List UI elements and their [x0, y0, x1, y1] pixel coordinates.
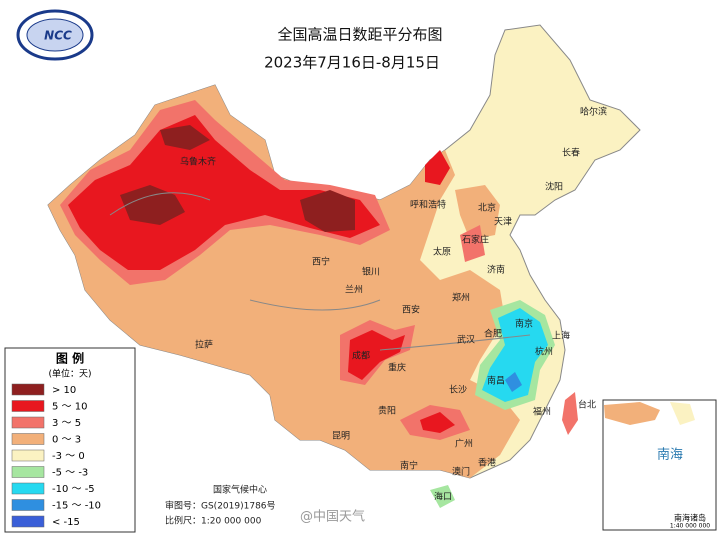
inset-land	[604, 402, 660, 425]
legend-label: -5 ～ -3	[52, 468, 88, 479]
inset: 南海 南海诸岛 1:40 000 000	[602, 399, 717, 531]
region-fill	[460, 225, 485, 262]
cities: 哈尔滨 长春 沈阳 北京 天津 呼和浩特 石家庄 太原 济南 郑州 西安 兰州 …	[180, 106, 607, 503]
scale: 比例尺：1:20 000 000	[165, 515, 262, 527]
city-label: 重庆	[388, 362, 406, 374]
legend-swatch	[11, 449, 45, 462]
city-label: 济南	[487, 264, 505, 276]
city-label: 南昌	[487, 375, 505, 387]
legend: 图 例 (单位：天) > 10 5 ～ 10 3 ～ 5 0 ～ 3 -3 ～ 0 -5 …	[4, 347, 136, 533]
city-label: 太原	[433, 246, 451, 258]
city-label: 武汉	[457, 334, 475, 346]
region-fill	[562, 392, 578, 435]
region-fill	[420, 412, 455, 433]
approval: 审图号：GS(2019)1786号	[165, 500, 276, 512]
legend-swatch	[11, 482, 45, 495]
watermark: @中国天气	[300, 509, 365, 525]
legend-unit: (单位：天)	[48, 368, 91, 380]
legend-label: 3 ～ 5	[52, 418, 81, 429]
city-label: 西安	[402, 304, 420, 316]
legend-label: -15 ～ -10	[52, 501, 101, 512]
region-fill	[160, 125, 210, 150]
city-label: 昆明	[332, 431, 350, 442]
legend-label: > 10	[52, 385, 76, 396]
region-fill	[120, 185, 185, 225]
city-label: 广州	[455, 438, 473, 450]
river	[109, 192, 531, 351]
region-fill	[482, 308, 548, 402]
city-label: 乌鲁木齐	[180, 156, 216, 168]
logo-text: NCC	[44, 29, 72, 43]
legend-label: -10 ～ -5	[52, 484, 95, 495]
legend-label: 5 ～ 10	[52, 402, 87, 413]
inset-islands: 南海诸岛	[674, 513, 706, 523]
city-label: 郑州	[452, 292, 470, 304]
inset-land	[670, 402, 695, 425]
title: 全国高温日数距平分布图	[277, 26, 442, 44]
inset-label: 南海	[657, 447, 683, 463]
city-label: 成都	[352, 350, 370, 362]
city-label: 呼和浩特	[410, 199, 446, 211]
region-fill	[300, 190, 355, 232]
city-label: 石家庄	[462, 234, 489, 246]
city-label: 哈尔滨	[580, 106, 607, 118]
region-fill	[348, 330, 405, 380]
legend-swatch	[11, 433, 45, 445]
legend-swatch	[11, 383, 45, 396]
city-label: 杭州	[535, 346, 553, 358]
city-label: 台北	[578, 399, 596, 411]
legend-swatch	[11, 400, 45, 412]
city-label: 西宁	[312, 256, 330, 268]
legend-swatch	[11, 515, 45, 528]
inset-scale: 1:40 000 000	[670, 523, 710, 530]
legend-swatch	[11, 499, 45, 511]
city-label: 长沙	[449, 384, 467, 396]
legend-swatch	[11, 466, 45, 478]
legend-label: 0 ～ 3	[52, 435, 81, 446]
city-label: 贵阳	[378, 405, 396, 417]
city-label: 福州	[533, 406, 551, 418]
city-label: 上海	[552, 330, 570, 342]
map	[47, 24, 641, 508]
city-label: 兰州	[345, 284, 363, 296]
legend-label: -3 ～ 0	[52, 451, 85, 462]
region-fill	[455, 185, 500, 240]
city-label: 北京	[478, 202, 496, 214]
city-label: 沈阳	[545, 181, 563, 193]
city-label: 银川	[362, 266, 380, 278]
city-label: 澳门	[452, 466, 470, 478]
footer: 国家气候中心 审图号：GS(2019)1786号 比例尺：1:20 000 00…	[165, 484, 276, 527]
city-label: 合肥	[484, 328, 502, 340]
legend-label: < -15	[52, 517, 80, 528]
city-label: 长春	[562, 147, 580, 159]
city-label: 南京	[515, 318, 533, 330]
region-fill	[425, 150, 450, 185]
city-label: 拉萨	[195, 339, 213, 351]
agency: 国家气候中心	[213, 484, 267, 496]
city-label: 香港	[478, 457, 496, 469]
region-fill	[68, 115, 380, 270]
city-label: 南宁	[400, 460, 418, 472]
logo: NCC	[16, 9, 94, 61]
subtitle: 2023年7月16日-8月15日	[264, 54, 440, 72]
legend-swatch	[11, 416, 45, 429]
city-label: 天津	[494, 217, 512, 228]
legend-title: 图 例	[56, 351, 84, 366]
region-fill	[505, 372, 522, 392]
region-fill	[430, 485, 455, 508]
city-label: 海口	[434, 491, 452, 503]
